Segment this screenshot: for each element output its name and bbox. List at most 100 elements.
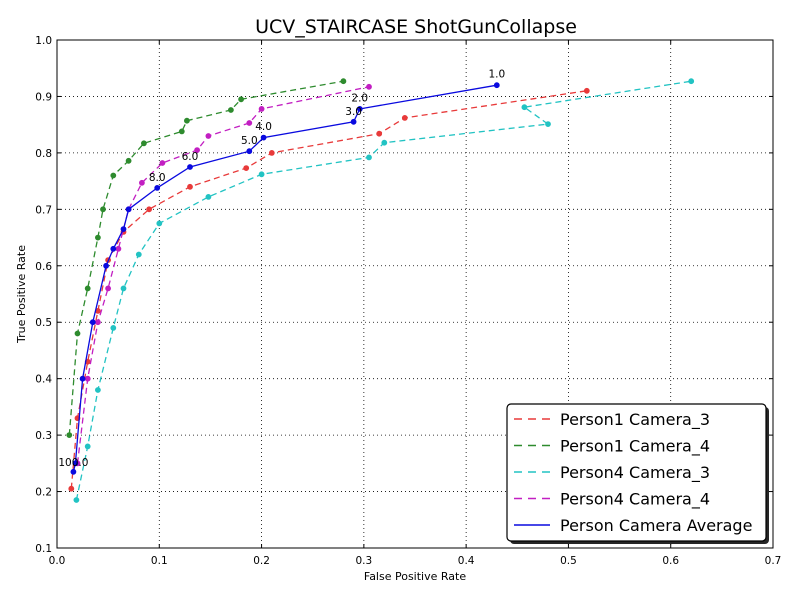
- data-point-person1-camera-4: [95, 234, 101, 241]
- data-point-person1-camera-3: [376, 130, 383, 137]
- data-point-person4-camera-3: [688, 78, 695, 85]
- data-point-person-camera-average: [493, 82, 500, 89]
- threshold-annotation: 6.0: [182, 151, 199, 163]
- data-point-person1-camera-4: [184, 117, 190, 124]
- data-point-person4-camera-3: [545, 121, 551, 127]
- threshold-annotation: 2.0: [351, 92, 368, 104]
- y-tick-label: 0.6: [35, 261, 52, 273]
- data-point-person4-camera-3: [381, 139, 388, 146]
- data-point-person4-camera-3: [366, 154, 372, 161]
- data-point-person4-camera-3: [110, 325, 117, 331]
- data-point-person1-camera-4: [141, 140, 147, 147]
- y-tick-label: 0.3: [35, 430, 52, 442]
- data-point-person-camera-average: [356, 106, 363, 112]
- y-tick-label: 1.0: [35, 35, 52, 47]
- data-point-person4-camera-4: [159, 160, 166, 166]
- legend-entry: Person Camera Average: [560, 516, 752, 535]
- data-point-person-camera-average: [70, 468, 77, 475]
- x-tick-label: 0.2: [253, 555, 270, 567]
- x-tick-label: 0.6: [662, 555, 679, 567]
- data-point-person4-camera-4: [194, 147, 201, 154]
- threshold-annotation: 100.0: [58, 457, 88, 469]
- data-point-person1-camera-4: [74, 330, 81, 337]
- data-point-person1-camera-3: [243, 165, 250, 172]
- data-point-person1-camera-4: [178, 128, 185, 135]
- data-point-person1-camera-4: [100, 206, 106, 213]
- legend: Person1 Camera_3 Person1 Camera_4 Person4 …: [506, 403, 769, 544]
- data-point-person1-camera-3: [146, 206, 153, 213]
- data-point-person4-camera-3: [135, 251, 142, 258]
- data-point-person-camera-average: [79, 375, 86, 382]
- data-point-person-camera-average: [246, 148, 253, 155]
- data-point-person1-camera-4: [125, 157, 132, 164]
- data-point-person1-camera-3: [401, 115, 408, 121]
- data-point-person-camera-average: [125, 206, 132, 213]
- data-point-person4-camera-4: [258, 106, 265, 112]
- chart-title: UCV_STAIRCASE ShotGunCollapse: [255, 16, 577, 38]
- data-point-person4-camera-3: [205, 194, 212, 200]
- threshold-annotation: 4.0: [255, 121, 272, 133]
- y-tick-label: 0.2: [35, 487, 52, 499]
- data-point-person-camera-average: [154, 185, 161, 191]
- data-point-person1-camera-4: [238, 96, 245, 103]
- data-point-person1-camera-3: [268, 150, 275, 156]
- data-point-person4-camera-4: [366, 83, 372, 90]
- legend-entry: Person1 Camera_3: [560, 410, 710, 430]
- y-tick-label: 0.1: [35, 543, 52, 555]
- legend-entry: Person4 Camera_3: [560, 463, 710, 483]
- data-point-person1-camera-3: [68, 485, 75, 492]
- data-point-person4-camera-3: [258, 171, 265, 178]
- data-point-person4-camera-3: [120, 285, 127, 292]
- x-tick-label: 0.0: [49, 555, 66, 567]
- data-point-person-camera-average: [350, 118, 357, 125]
- data-point-person1-camera-3: [187, 183, 193, 190]
- axis-ticks: 0.0 0.1 0.2 0.3 0.4 0.5 0.6 0.70.10.20.30.40.50…: [35, 35, 781, 567]
- data-point-person1-camera-4: [84, 285, 91, 292]
- data-point-person-camera-average: [103, 262, 109, 269]
- data-point-person1-camera-4: [228, 107, 234, 113]
- data-point-person-camera-average: [120, 226, 127, 233]
- data-point-person4-camera-3: [73, 497, 80, 503]
- data-point-person4-camera-4: [205, 133, 212, 139]
- y-tick-label: 0.4: [35, 374, 52, 386]
- data-point-person4-camera-4: [95, 319, 101, 326]
- y-tick-label: 0.7: [35, 204, 52, 216]
- data-point-person4-camera-4: [139, 179, 145, 186]
- data-point-person-camera-average: [260, 134, 267, 141]
- x-axis-label: False Positive Rate: [364, 570, 466, 583]
- y-tick-label: 0.8: [35, 148, 52, 160]
- data-point-person4-camera-4: [246, 120, 253, 126]
- threshold-annotation: 3.0: [345, 106, 362, 118]
- data-point-person4-camera-3: [95, 387, 101, 393]
- series-layer: [66, 78, 695, 503]
- y-tick-label: 0.9: [35, 91, 52, 103]
- data-point-person4-camera-3: [521, 104, 528, 111]
- data-point-person4-camera-3: [156, 220, 163, 227]
- data-point-person1-camera-4: [66, 432, 73, 439]
- data-point-person1-camera-4: [110, 172, 117, 179]
- data-point-person4-camera-4: [105, 285, 111, 292]
- legend-box: [506, 403, 767, 542]
- threshold-annotation: 5.0: [241, 135, 258, 147]
- x-tick-label: 0.7: [765, 555, 782, 567]
- data-point-person-camera-average: [110, 245, 117, 252]
- threshold-annotation: 8.0: [149, 172, 166, 184]
- x-tick-label: 0.4: [458, 555, 475, 567]
- data-point-person4-camera-4: [115, 245, 122, 252]
- series-line-person4-camera-3: [75, 80, 692, 501]
- threshold-annotation: 1.0: [488, 69, 505, 81]
- legend-entry: Person1 Camera_4: [560, 437, 710, 457]
- data-point-person4-camera-4: [84, 375, 91, 382]
- y-tick-label: 0.5: [35, 317, 52, 329]
- x-tick-label: 0.3: [356, 555, 373, 567]
- data-point-person1-camera-4: [340, 78, 347, 85]
- plot-border: [56, 39, 774, 549]
- x-tick-label: 0.1: [151, 555, 168, 567]
- data-point-person-camera-average: [72, 460, 79, 467]
- data-point-person-camera-average: [187, 164, 193, 170]
- legend-entry: Person4 Camera_4: [560, 490, 710, 510]
- data-point-person-camera-average: [89, 319, 96, 326]
- annotations-layer: 100.0 8.0 6.0 5.0 4.0 3.0 2.0 1.0: [58, 69, 505, 469]
